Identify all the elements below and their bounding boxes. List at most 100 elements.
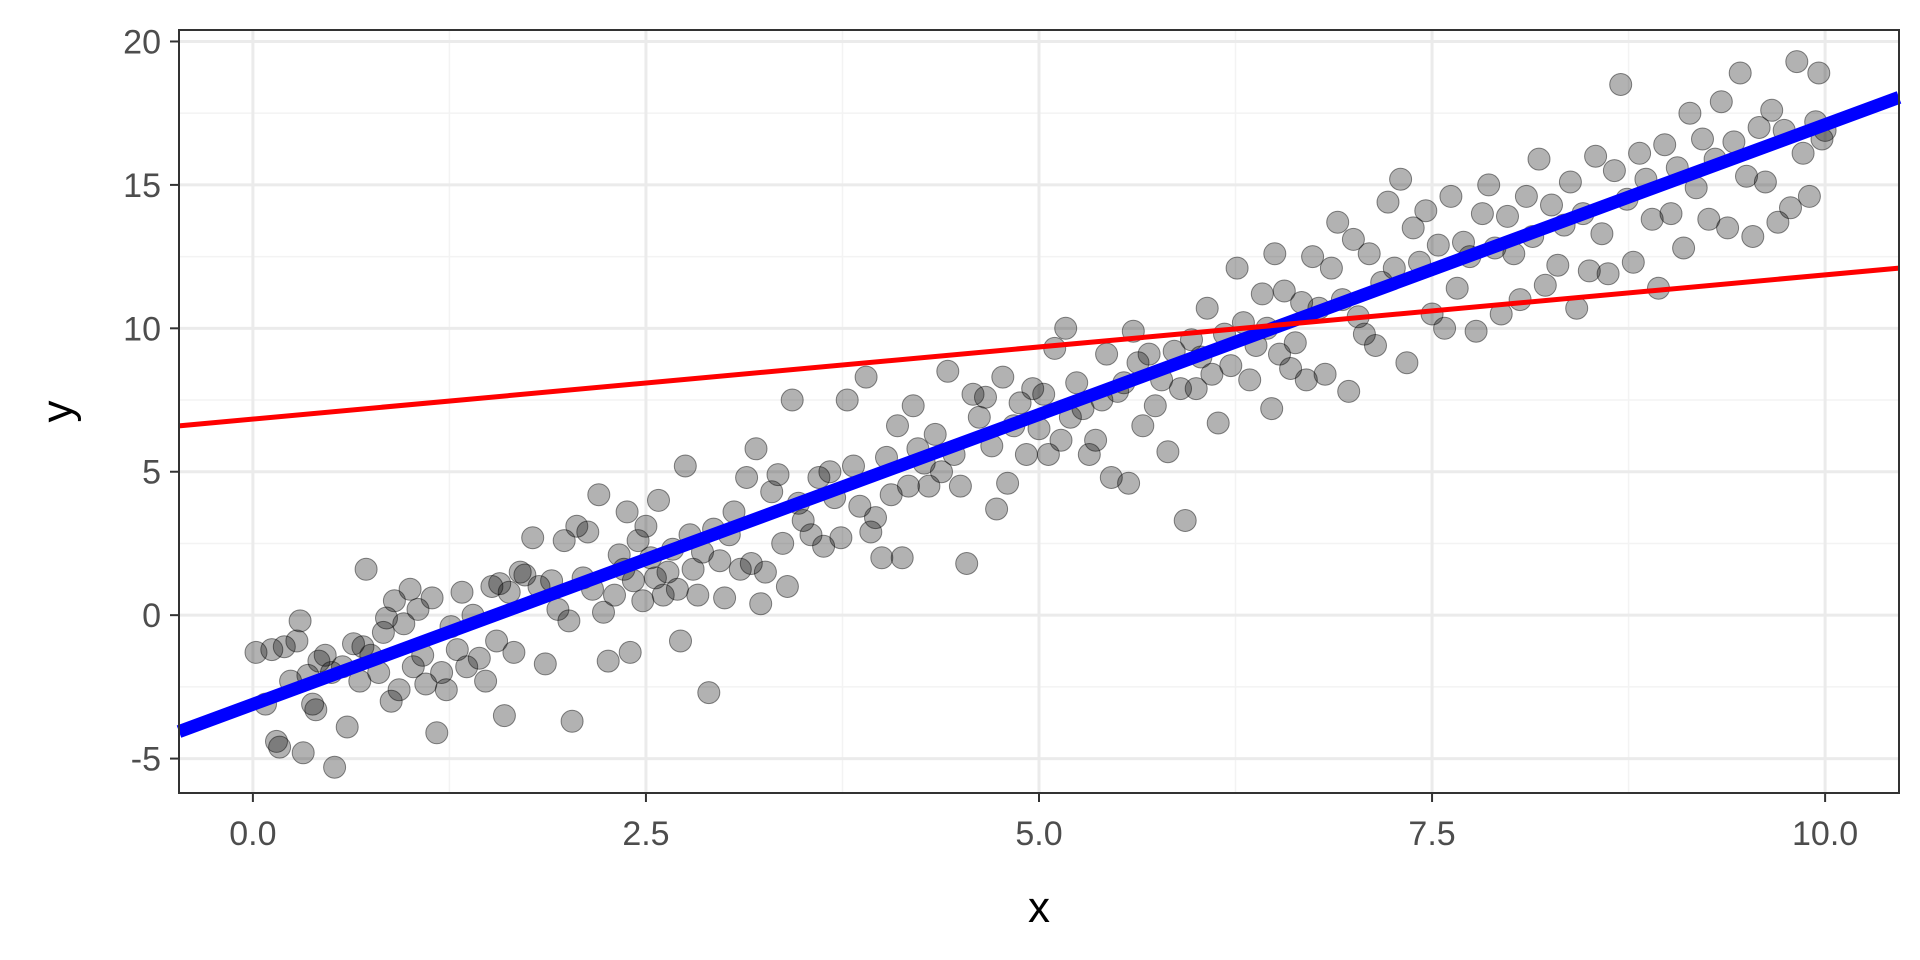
data-point <box>1672 236 1696 260</box>
y-tick-label: 15 <box>123 167 161 205</box>
data-point <box>948 474 972 498</box>
data-point <box>961 382 985 406</box>
data-point <box>425 721 449 745</box>
data-point <box>829 526 853 550</box>
data-point <box>859 520 883 544</box>
data-point <box>1364 334 1387 357</box>
data-point <box>1117 471 1141 495</box>
data-point <box>313 643 337 667</box>
data-point <box>967 405 991 429</box>
data-point <box>488 572 512 596</box>
data-point <box>686 583 710 607</box>
data-point <box>1376 190 1400 214</box>
data-point <box>1401 216 1425 240</box>
data-point <box>1357 242 1381 266</box>
data-point <box>728 557 752 581</box>
data-point <box>304 698 328 722</box>
data-point <box>474 669 498 693</box>
data-point <box>1785 50 1809 74</box>
data-point <box>669 629 692 653</box>
data-point <box>492 704 516 728</box>
data-point <box>1200 362 1224 386</box>
y-tick-label: 10 <box>123 310 161 348</box>
data-point <box>1219 354 1243 378</box>
data-point <box>930 460 953 484</box>
data-point <box>291 741 315 765</box>
data-point <box>398 577 422 601</box>
data-point <box>1032 382 1056 406</box>
data-point <box>1709 90 1733 114</box>
y-tick-label: -5 <box>131 741 161 779</box>
data-point <box>1602 159 1626 183</box>
data-point <box>744 437 768 461</box>
data-point <box>485 629 509 653</box>
data-point <box>265 729 288 753</box>
data-point <box>1807 61 1831 85</box>
data-point <box>406 597 430 621</box>
data-point <box>1206 411 1230 435</box>
data-point <box>375 606 398 630</box>
data-point <box>615 500 639 524</box>
data-point <box>1735 164 1758 188</box>
data-point <box>414 672 438 696</box>
data-point <box>387 678 411 702</box>
data-point <box>771 531 795 555</box>
data-point <box>1036 443 1060 466</box>
x-tick-label: 0.0 <box>229 815 276 853</box>
data-point <box>268 735 292 759</box>
data-point <box>1008 391 1032 415</box>
data-point <box>342 632 365 656</box>
data-point <box>1143 394 1167 418</box>
data-point <box>1546 253 1570 277</box>
data-point <box>735 466 759 489</box>
x-tick-label: 7.5 <box>1408 815 1455 853</box>
data-point <box>708 549 732 573</box>
data-point <box>1747 116 1771 139</box>
x-tick-label: 5.0 <box>1015 815 1062 853</box>
data-point <box>1527 147 1551 171</box>
data-point <box>1791 141 1815 165</box>
data-point <box>697 681 721 705</box>
data-point <box>508 560 532 584</box>
data-point <box>1779 196 1802 220</box>
data-point <box>1049 428 1073 452</box>
data-point <box>244 640 268 664</box>
data-point <box>991 365 1015 389</box>
data-point <box>631 589 655 613</box>
data-point <box>335 715 359 739</box>
data-point <box>565 514 589 538</box>
data-point <box>749 592 773 616</box>
data-point <box>1753 170 1777 194</box>
data-point <box>603 583 626 607</box>
data-point <box>557 609 581 633</box>
data-point <box>901 394 925 418</box>
data-point <box>791 509 815 532</box>
data-point <box>848 494 872 518</box>
y-axis-ticks: -5 0 5 10 15 20 <box>123 23 179 779</box>
data-point <box>1470 202 1494 226</box>
data-point <box>1797 184 1821 208</box>
data-point <box>1279 357 1303 380</box>
data-point <box>1653 133 1677 157</box>
data-point <box>1137 342 1161 366</box>
data-point <box>260 638 284 662</box>
data-point <box>1341 227 1365 251</box>
data-point <box>430 661 454 684</box>
data-point <box>288 609 312 633</box>
data-point <box>1741 225 1765 248</box>
data-point <box>1508 288 1532 312</box>
data-point <box>923 422 947 446</box>
data-point <box>1464 319 1488 343</box>
data-point <box>1131 414 1155 438</box>
data-point <box>996 471 1020 495</box>
data-point <box>1169 377 1192 401</box>
data-point <box>870 546 894 570</box>
data-point <box>1728 61 1752 85</box>
data-point <box>854 365 878 389</box>
data-point <box>323 755 347 779</box>
data-point <box>1533 273 1557 297</box>
data-point <box>1337 379 1361 403</box>
y-tick-label: 5 <box>142 454 161 492</box>
data-point <box>1558 170 1582 194</box>
